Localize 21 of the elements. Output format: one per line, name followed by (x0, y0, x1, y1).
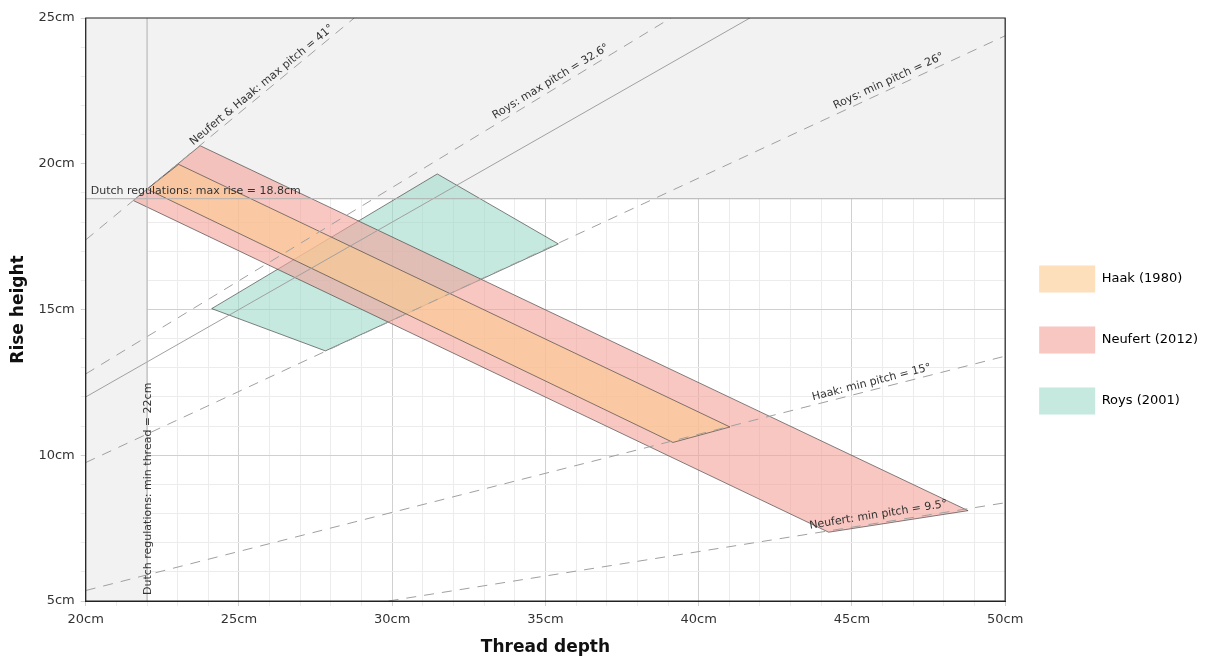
y-tick-label: 25cm (38, 9, 75, 25)
legend-label: Neufert (2012) (1101, 331, 1199, 347)
x-tick-label: 25cm (220, 611, 258, 627)
x-tick-label: 30cm (374, 611, 411, 627)
y-tick-label: 15cm (38, 300, 75, 316)
x-tick-label: 40cm (680, 611, 717, 627)
x-tick-label: 35cm (527, 611, 564, 627)
y-axis-title: Rise height (6, 255, 27, 364)
x-tick-label: 50cm (986, 611, 1024, 627)
y-tick-label: 20cm (38, 155, 75, 171)
y-tick-label: 10cm (38, 446, 75, 462)
x-axis-title: Thread depth (480, 636, 611, 657)
legend-label: Haak (1980) (1101, 270, 1183, 286)
x-tick-label: 20cm (67, 611, 104, 627)
annotation: Neufert: min pitch = 9.5° (808, 496, 949, 532)
ref-line-label: Dutch regulations: min thread = 22cm (141, 382, 155, 595)
annotation: Haak: min pitch = 15° (810, 360, 933, 404)
y-tick-label: 5cm (46, 592, 75, 608)
x-tick-label: 45cm (833, 611, 871, 627)
ref-line-label: Dutch regulations: max rise = 18.8cm (90, 184, 301, 198)
legend-label: Roys (2001) (1101, 392, 1180, 408)
